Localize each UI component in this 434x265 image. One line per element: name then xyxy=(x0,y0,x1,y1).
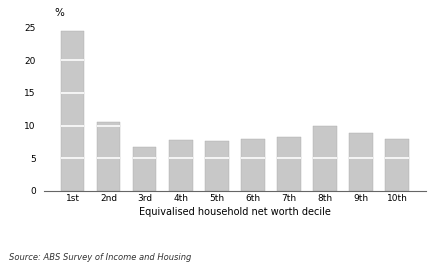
Bar xyxy=(349,133,372,158)
Bar xyxy=(385,139,408,158)
Bar xyxy=(241,158,264,191)
Bar xyxy=(205,140,228,158)
Bar xyxy=(97,122,120,126)
Text: %: % xyxy=(54,8,64,18)
Bar xyxy=(349,158,372,191)
Bar xyxy=(276,137,300,158)
Bar xyxy=(61,93,84,126)
X-axis label: Equivalised household net worth decile: Equivalised household net worth decile xyxy=(138,207,330,217)
Bar xyxy=(61,31,84,60)
Bar xyxy=(61,60,84,93)
Bar xyxy=(97,126,120,158)
Bar xyxy=(241,139,264,158)
Bar xyxy=(312,158,336,191)
Bar xyxy=(133,147,156,158)
Bar xyxy=(385,158,408,191)
Bar xyxy=(133,158,156,191)
Bar xyxy=(169,158,192,191)
Bar xyxy=(205,158,228,191)
Bar xyxy=(169,140,192,158)
Bar xyxy=(97,158,120,191)
Bar xyxy=(61,158,84,191)
Text: Source: ABS Survey of Income and Housing: Source: ABS Survey of Income and Housing xyxy=(9,253,191,262)
Bar xyxy=(61,126,84,158)
Bar xyxy=(312,126,336,158)
Bar xyxy=(276,158,300,191)
